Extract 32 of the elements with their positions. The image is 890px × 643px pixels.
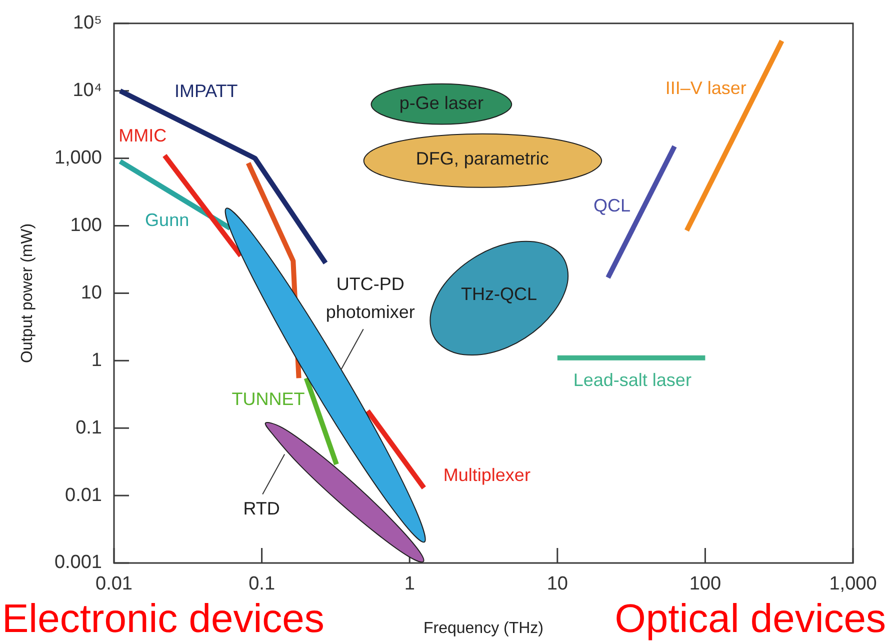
x-tick-label: 0.1	[248, 574, 276, 595]
series-label: III–V laser	[665, 78, 746, 98]
series-label: p-Ge laser	[399, 93, 484, 114]
series-label: DFG, parametric	[416, 148, 549, 169]
y-tick-label: 1,000	[54, 148, 102, 169]
series-label: QCL	[594, 196, 631, 216]
series-label: IMPATT	[174, 80, 238, 101]
x-tick-label: 1	[404, 574, 415, 595]
text: Electronic devices	[2, 597, 324, 641]
series-label: Lead-salt laser	[573, 370, 692, 390]
y-tick-label: 100	[70, 214, 102, 236]
y-tick-label: 10	[80, 282, 102, 304]
series-label: TUNNET	[232, 389, 305, 410]
y-axis-title: Output power (mW)	[19, 223, 36, 363]
text: Optical devices	[614, 597, 886, 641]
series-label: Multiplexer	[443, 464, 530, 485]
y-tick-label: 0.001	[54, 552, 102, 574]
text: RTD	[243, 498, 280, 518]
x-axis-title: Frequency (THz)	[423, 620, 544, 637]
y-tick-label: 0.01	[65, 484, 102, 506]
y-tick-label: 1	[91, 350, 102, 371]
x-tick-label: 100	[689, 574, 722, 595]
x-tick-label: 0.01	[96, 574, 132, 595]
series-label: UTC-PD photomixer	[326, 274, 415, 322]
y-tick-label: 10⁵	[72, 12, 102, 34]
x-tick-label: 10	[546, 574, 568, 595]
series-label: MMIC	[118, 125, 167, 146]
y-tick-label: 10⁴	[72, 80, 102, 102]
series-label: Gunn	[145, 210, 190, 230]
x-tick-label: 1,000	[829, 574, 877, 595]
series-label: THz-QCL	[461, 284, 538, 304]
y-tick-label: 0.1	[76, 417, 102, 438]
